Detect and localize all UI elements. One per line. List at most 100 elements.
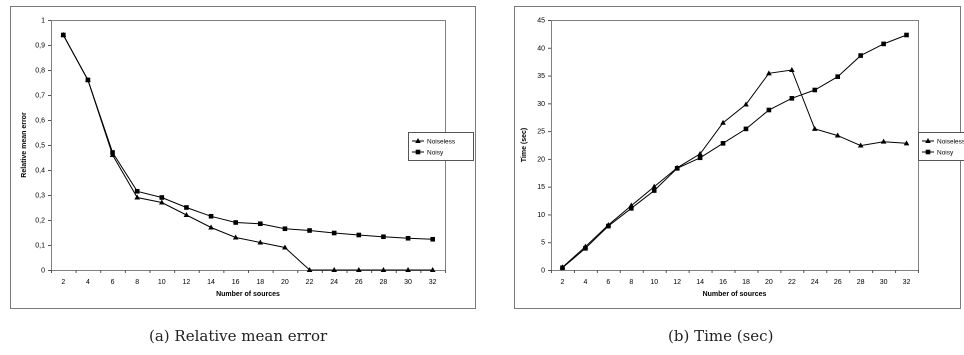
series-line-noisy bbox=[562, 34, 907, 269]
data-point-noisy bbox=[606, 223, 611, 229]
legend-marker-noisy bbox=[415, 149, 421, 155]
x-tick-label: 24 bbox=[811, 279, 819, 286]
x-tick-label: 18 bbox=[742, 279, 750, 286]
legend-label-noisy: Noisy bbox=[427, 150, 444, 157]
data-point-noiseless bbox=[405, 267, 411, 272]
x-axis-title: Number of sources bbox=[216, 291, 280, 298]
data-point-noiseless bbox=[651, 183, 658, 189]
y-tick-label: 15 bbox=[537, 184, 545, 191]
data-point-noiseless bbox=[331, 267, 337, 272]
data-point-noiseless bbox=[282, 244, 288, 250]
data-point-noiseless bbox=[356, 267, 362, 272]
chart-panel-b: 0 5 10 15 20 25 30 35 40 45 2 4 6 8 10 12 14 16 18 20 22 24 26… bbox=[508, 0, 964, 318]
data-point-noiseless bbox=[834, 132, 841, 138]
data-point-noisy bbox=[307, 228, 312, 233]
data-point-noisy bbox=[674, 166, 680, 171]
x-tick-label: 12 bbox=[183, 279, 191, 286]
legend-box bbox=[918, 132, 964, 161]
legend-marker-noisy bbox=[925, 149, 931, 155]
x-tick-label: 30 bbox=[404, 279, 412, 286]
chart-panel-a: 0 0,1 0,2 0,3 0,4 0,5 0,6 0,7 0,8 0,9 1 2 4 6 8 10 12 14 1… bbox=[0, 0, 480, 318]
data-point-noiseless bbox=[857, 142, 864, 148]
y-tick-label: 0,1 bbox=[35, 243, 45, 250]
legend-marker-noiseless bbox=[925, 138, 931, 143]
data-point-noiseless bbox=[903, 140, 910, 146]
legend-marker-noiseless bbox=[415, 138, 421, 143]
x-tick-label: 22 bbox=[306, 279, 314, 286]
x-tick-label: 32 bbox=[429, 279, 437, 286]
legend-label-noiseless: Noiseless bbox=[937, 139, 964, 146]
data-point-noiseless bbox=[789, 67, 795, 72]
data-point-noisy bbox=[697, 155, 703, 161]
x-tick-label: 2 bbox=[561, 279, 565, 286]
x-tick-label: 4 bbox=[86, 279, 90, 286]
y-tick-label: 45 bbox=[537, 18, 545, 25]
legend-box bbox=[408, 132, 474, 161]
y-tick-label: 1 bbox=[41, 18, 45, 25]
data-point-noiseless bbox=[811, 125, 818, 131]
data-point-noiseless bbox=[159, 199, 165, 205]
data-point-noisy bbox=[233, 220, 238, 225]
data-point-noisy bbox=[381, 234, 386, 240]
y-tick-label: 0 bbox=[541, 268, 545, 275]
legend-label-noisy: Noisy bbox=[937, 150, 954, 157]
y-tick-label: 0,4 bbox=[35, 168, 45, 175]
y-axis-title: Time (sec) bbox=[521, 128, 528, 163]
y-tick-label: 20 bbox=[537, 156, 545, 163]
x-tick-label: 28 bbox=[857, 279, 865, 286]
x-tick-label: 18 bbox=[256, 279, 264, 286]
caption-b: (b) Time (sec) bbox=[668, 327, 774, 345]
y-tick-label: 40 bbox=[537, 45, 545, 52]
plot-area bbox=[51, 20, 446, 271]
x-tick-label: 22 bbox=[788, 279, 796, 286]
x-tick-label: 8 bbox=[135, 279, 139, 286]
data-point-noiseless bbox=[257, 239, 264, 245]
x-tick-label: 14 bbox=[696, 279, 704, 286]
data-point-noisy bbox=[159, 195, 165, 200]
x-tick-label: 16 bbox=[719, 279, 727, 286]
x-tick-label: 10 bbox=[650, 279, 658, 286]
x-tick-label: 32 bbox=[903, 279, 911, 286]
y-tick-label: 0 bbox=[41, 268, 45, 275]
data-point-noisy bbox=[85, 77, 91, 83]
y-tick-label: 0,9 bbox=[35, 43, 45, 50]
data-point-noisy bbox=[766, 107, 772, 113]
x-tick-label: 6 bbox=[606, 279, 610, 286]
data-point-noisy bbox=[430, 236, 435, 242]
plot-area bbox=[551, 20, 919, 271]
data-point-noiseless bbox=[380, 267, 387, 272]
y-tick-label: 10 bbox=[537, 212, 545, 219]
x-tick-label: 24 bbox=[330, 279, 338, 286]
legend: Noiseless Noisy bbox=[918, 132, 964, 161]
data-point-noiseless bbox=[232, 234, 239, 240]
data-point-noisy bbox=[61, 32, 66, 38]
data-point-noisy bbox=[110, 150, 115, 155]
relative-mean-error-chart: 00,10,20,30,40,50,60,70,80,912 4 6 8 10 12 14 1… bbox=[10, 6, 476, 309]
x-tick-label: 20 bbox=[765, 279, 773, 286]
legend-label-noiseless: Noiseless bbox=[427, 139, 456, 146]
series-line-noisy bbox=[62, 34, 433, 240]
x-tick-label: 16 bbox=[232, 279, 240, 286]
y-tick-label: 0,2 bbox=[35, 218, 45, 225]
legend: Noiseless Noisy bbox=[408, 132, 474, 161]
data-point-noisy bbox=[858, 53, 863, 58]
y-axis-title: Relative mean error bbox=[21, 112, 28, 178]
data-point-noisy bbox=[881, 41, 886, 47]
y-tick-label: 0,8 bbox=[35, 68, 45, 75]
x-tick-label: 28 bbox=[380, 279, 388, 286]
data-point-noisy bbox=[812, 87, 818, 93]
y-tick-label: 0,7 bbox=[35, 93, 45, 100]
y-tick-label: 35 bbox=[537, 73, 545, 80]
data-point-noisy bbox=[356, 232, 362, 238]
y-tick-label: 25 bbox=[537, 129, 545, 136]
x-tick-label: 14 bbox=[207, 279, 215, 286]
series-line-noiseless bbox=[62, 34, 433, 271]
data-point-noisy bbox=[628, 206, 634, 211]
x-tick-label: 20 bbox=[281, 279, 289, 286]
data-point-noisy bbox=[904, 32, 909, 38]
x-tick-label: 4 bbox=[583, 279, 587, 286]
data-point-noiseless bbox=[208, 224, 214, 230]
y-tick-label: 0,3 bbox=[35, 193, 45, 200]
data-point-noisy bbox=[184, 205, 189, 210]
